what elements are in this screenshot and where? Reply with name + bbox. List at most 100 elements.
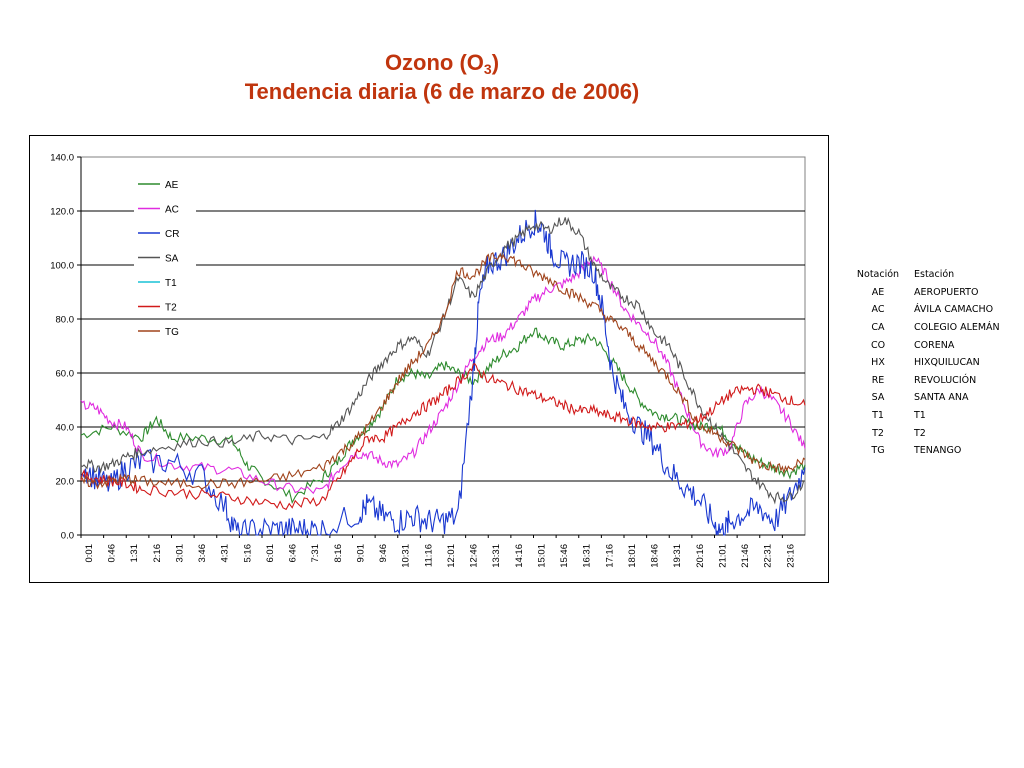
x-tick-label: 11:16 bbox=[423, 544, 434, 567]
line-chart: 0.0 20.0 40.0 60.0 80.0 100.0 120.0 140.0 0:01 0:… bbox=[50, 153, 806, 568]
station-code: T2 bbox=[872, 427, 884, 439]
chart-title: Ozono (O3) Tendencia diaria (6 de marzo … bbox=[0, 48, 884, 106]
x-tick-label: 6:01 bbox=[265, 544, 276, 563]
title-subscript: 3 bbox=[483, 61, 492, 77]
station-name: CORENA bbox=[914, 339, 955, 351]
x-tick-label: 3:46 bbox=[197, 544, 208, 563]
station-code: CA bbox=[871, 322, 885, 334]
x-tick-label: 21:01 bbox=[717, 544, 728, 568]
x-tick-label: 18:01 bbox=[627, 544, 638, 568]
legend-label: TG bbox=[165, 327, 179, 338]
station-row: SA SANTA ANA bbox=[846, 389, 1014, 407]
station-name: T2 bbox=[914, 427, 926, 439]
legend-bg bbox=[134, 272, 196, 292]
station-name: REVOLUCIÓN bbox=[914, 374, 977, 386]
x-tick-label: 9:01 bbox=[355, 544, 366, 563]
x-tick-label: 2:16 bbox=[152, 544, 163, 563]
legend-label: AC bbox=[165, 205, 179, 216]
station-code: RE bbox=[871, 374, 885, 386]
x-tick-label: 15:46 bbox=[559, 544, 570, 568]
x-tick-label: 20:16 bbox=[695, 544, 706, 568]
station-row: AC ÁVILA CAMACHO bbox=[846, 301, 1014, 319]
station-name: T1 bbox=[914, 410, 926, 422]
series-line-cr bbox=[80, 209, 806, 537]
station-table-header: Notación Estación bbox=[846, 266, 1014, 284]
plot-area bbox=[80, 156, 806, 536]
legend-bg bbox=[134, 198, 196, 219]
legend-bg bbox=[134, 223, 196, 243]
x-tick-label: 14:16 bbox=[514, 544, 525, 568]
series-line-sa bbox=[80, 216, 806, 505]
station-name: AEROPUERTO bbox=[914, 286, 979, 298]
station-row: RE REVOLUCIÓN bbox=[846, 372, 1014, 390]
x-tick-label: 12:01 bbox=[446, 544, 457, 568]
series-line-ac bbox=[80, 255, 806, 495]
x-tick-label: 19:31 bbox=[672, 544, 683, 568]
y-tick-label: 0.0 bbox=[61, 531, 74, 542]
station-row: T2 T2 bbox=[846, 424, 1014, 442]
x-tick-label: 23:16 bbox=[785, 544, 796, 568]
y-tick-label: 140.0 bbox=[50, 153, 74, 164]
station-row: T1 T1 bbox=[846, 407, 1014, 425]
station-code: AE bbox=[871, 286, 885, 298]
station-code: AC bbox=[871, 304, 885, 316]
station-row: TG TENANGO bbox=[846, 442, 1014, 460]
x-tick-label: 10:31 bbox=[401, 544, 412, 568]
series-line-tg bbox=[80, 252, 806, 490]
y-tick-label: 100.0 bbox=[50, 261, 74, 272]
x-tick-label: 17:16 bbox=[604, 544, 615, 568]
x-tick-label: 9:46 bbox=[378, 544, 389, 563]
station-row: CO CORENA bbox=[846, 336, 1014, 354]
station-row: HX HIXQUILUCAN bbox=[846, 354, 1014, 372]
station-name: ÁVILA CAMACHO bbox=[914, 304, 994, 316]
legend-bg bbox=[134, 247, 196, 268]
chart-frame: 0.0 20.0 40.0 60.0 80.0 100.0 120.0 140.0 0:01 0:… bbox=[29, 135, 829, 583]
chart-title-line1: Ozono (O3) bbox=[0, 48, 884, 77]
x-tick-label: 4:31 bbox=[220, 544, 231, 563]
x-tick-label: 6:46 bbox=[288, 544, 299, 563]
x-tick-label: 16:31 bbox=[582, 544, 593, 568]
x-tick-label: 8:16 bbox=[333, 544, 344, 563]
x-tick-label: 5:16 bbox=[242, 544, 253, 563]
station-code: HX bbox=[871, 357, 885, 369]
station-name: TENANGO bbox=[914, 445, 962, 457]
legend-label: CR bbox=[165, 229, 179, 240]
legend-bg bbox=[134, 174, 196, 194]
y-tick-label: 20.0 bbox=[56, 477, 75, 488]
x-tick-label: 3:01 bbox=[174, 544, 185, 563]
x-tick-label: 13:31 bbox=[491, 544, 502, 568]
x-tick-label: 18:46 bbox=[650, 544, 661, 568]
x-tick-label: 1:31 bbox=[129, 544, 140, 563]
station-code: CO bbox=[870, 339, 886, 351]
x-tick-label: 0:46 bbox=[107, 544, 118, 563]
header-station: Estación bbox=[914, 269, 955, 281]
y-tick-label: 60.0 bbox=[56, 369, 75, 380]
station-row: AE AEROPUERTO bbox=[846, 284, 1014, 302]
y-tick-label: 120.0 bbox=[50, 207, 74, 218]
station-name: HIXQUILUCAN bbox=[914, 357, 980, 369]
x-tick-label: 0:01 bbox=[84, 544, 95, 563]
station-code: TG bbox=[871, 445, 885, 457]
x-tick-label: 22:31 bbox=[763, 544, 774, 568]
y-tick-label: 80.0 bbox=[56, 315, 75, 326]
header-notation: Notación bbox=[856, 269, 900, 281]
station-name: COLEGIO ALEMÁN bbox=[914, 322, 1000, 334]
chart-title-line2: Tendencia diaria (6 de marzo de 2006) bbox=[244, 79, 640, 104]
legend-bg bbox=[134, 296, 196, 317]
title-close: ) bbox=[491, 50, 500, 75]
y-tick-label: 40.0 bbox=[56, 423, 75, 434]
station-legend-table: Notación Estación AE AEROPUERTO AC ÁVILA C… bbox=[846, 266, 1014, 460]
x-tick-label: 21:46 bbox=[740, 544, 751, 568]
x-tick-label: 12:46 bbox=[469, 544, 480, 568]
station-code: SA bbox=[871, 392, 885, 404]
station-row: CA COLEGIO ALEMÁN bbox=[846, 319, 1014, 337]
legend-bg bbox=[134, 321, 196, 341]
legend-label: SA bbox=[165, 254, 179, 265]
legend-label: T1 bbox=[165, 278, 177, 289]
station-name: SANTA ANA bbox=[914, 392, 969, 404]
x-tick-label: 15:01 bbox=[536, 544, 547, 568]
legend-label: T2 bbox=[165, 303, 177, 314]
x-tick-label: 7:31 bbox=[310, 544, 321, 563]
station-code: T1 bbox=[872, 410, 884, 422]
title-main: Ozono (O bbox=[384, 50, 484, 75]
